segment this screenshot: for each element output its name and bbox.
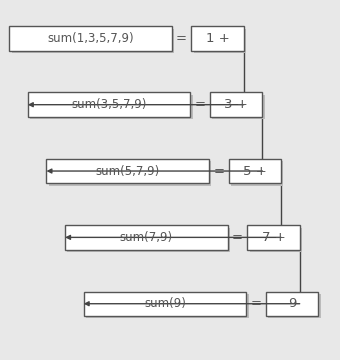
Text: =: = bbox=[213, 165, 224, 177]
Text: sum(1,3,5,7,9): sum(1,3,5,7,9) bbox=[47, 32, 134, 45]
Text: sum(7,9): sum(7,9) bbox=[120, 231, 173, 244]
Bar bbox=[46, 159, 209, 183]
Bar bbox=[86, 294, 249, 319]
Bar bbox=[12, 29, 174, 53]
Text: =: = bbox=[251, 297, 261, 310]
Text: 7 +: 7 + bbox=[261, 231, 285, 244]
Bar bbox=[210, 93, 262, 117]
Bar bbox=[84, 292, 246, 316]
Bar bbox=[194, 29, 246, 53]
Bar bbox=[9, 26, 172, 50]
Bar bbox=[228, 159, 281, 183]
Bar bbox=[247, 225, 300, 249]
Bar bbox=[28, 93, 190, 117]
Bar bbox=[212, 95, 265, 120]
Bar bbox=[231, 161, 284, 186]
Text: =: = bbox=[232, 231, 243, 244]
Text: 5 +: 5 + bbox=[243, 165, 267, 177]
Bar bbox=[266, 292, 318, 316]
Text: sum(3,5,7,9): sum(3,5,7,9) bbox=[71, 98, 147, 111]
Text: 3 +: 3 + bbox=[224, 98, 248, 111]
Text: =: = bbox=[176, 32, 187, 45]
Bar bbox=[250, 228, 302, 252]
Text: 1 +: 1 + bbox=[206, 32, 230, 45]
Bar bbox=[67, 228, 230, 252]
Text: 9: 9 bbox=[288, 297, 296, 310]
Text: sum(9): sum(9) bbox=[144, 297, 186, 310]
Bar bbox=[65, 225, 227, 249]
Bar bbox=[49, 161, 211, 186]
Text: sum(5,7,9): sum(5,7,9) bbox=[96, 165, 160, 177]
Bar bbox=[30, 95, 193, 120]
Bar bbox=[191, 26, 244, 50]
Bar bbox=[268, 294, 321, 319]
Text: =: = bbox=[194, 98, 206, 111]
